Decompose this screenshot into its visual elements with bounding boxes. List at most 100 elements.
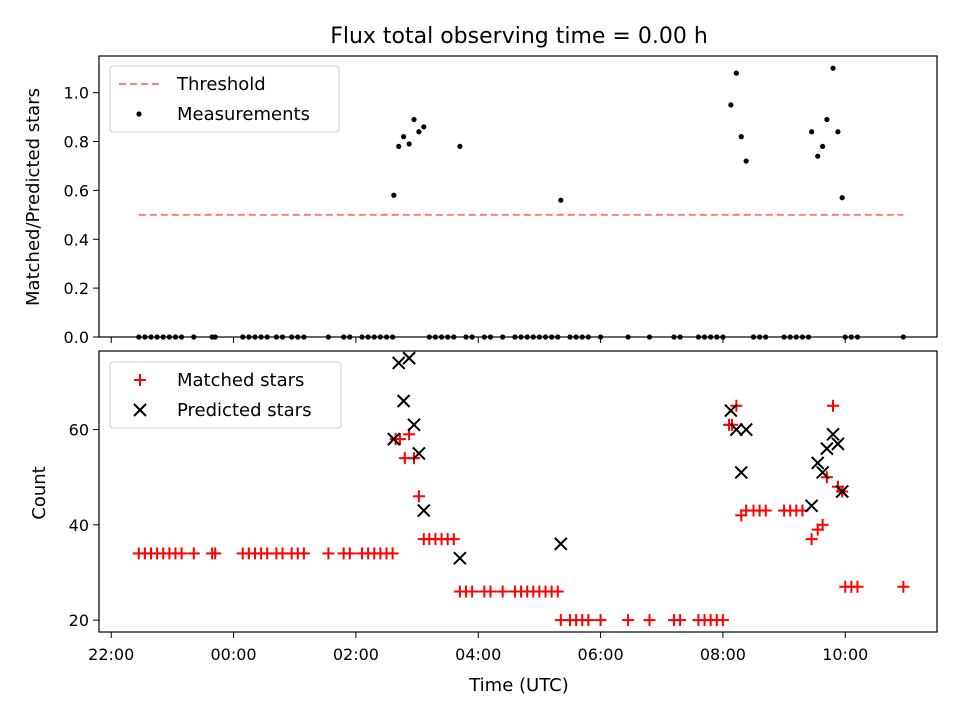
matched-stars-point <box>297 547 310 560</box>
measurement-point <box>411 116 417 123</box>
matched-stars-point <box>759 504 772 517</box>
legend-matched-swatch <box>134 374 146 386</box>
predicted-stars-point <box>820 441 834 456</box>
chart-title: Flux total observing time = 0.00 h <box>330 24 708 49</box>
matched-stars-point <box>897 580 910 593</box>
matched-stars-point <box>816 518 829 531</box>
y-tick-label: 0.4 <box>64 230 89 249</box>
predicted-stars-point <box>453 551 467 565</box>
x-tick-label: 00:00 <box>211 645 257 664</box>
top-legend-box <box>109 65 340 133</box>
matched-stars-point <box>322 547 335 560</box>
predicted-stars-point <box>417 503 431 518</box>
measurement-point <box>820 143 826 150</box>
predicted-stars-point <box>387 432 401 446</box>
predicted-stars-point <box>811 456 825 470</box>
y-tick-label: 0.8 <box>64 133 89 152</box>
measurement-point <box>839 195 845 201</box>
top-axes-frame <box>98 55 938 338</box>
legend-measurements-swatch <box>136 111 142 117</box>
matched-stars-point <box>484 585 497 598</box>
top-legend: Threshold Measurements <box>109 65 340 133</box>
predicted-stars-point <box>402 351 416 365</box>
measurement-point <box>416 129 422 135</box>
bottom-legend-box <box>109 361 342 429</box>
legend-predicted-label: Predicted stars <box>177 400 311 421</box>
bottom-x-axis-label: Time (UTC) <box>468 675 569 696</box>
matched-stars-point <box>851 580 864 593</box>
matched-stars-point <box>805 533 818 546</box>
x-tick-label: 08:00 <box>700 645 746 664</box>
matched-stars-point <box>393 433 406 446</box>
predicted-stars-point <box>396 394 411 408</box>
y-tick-label: 40 <box>69 516 89 535</box>
y-tick-label: 0.0 <box>64 328 89 347</box>
top-y-axis-label: Matched/Predicted stars <box>23 88 44 306</box>
matched-stars-point <box>674 614 687 627</box>
matched-stars-point <box>827 399 840 412</box>
x-tick-label: 02:00 <box>333 645 379 664</box>
predicted-stars-point <box>392 356 406 370</box>
matched-stars-point <box>175 547 188 560</box>
matched-stars-point <box>496 585 509 598</box>
predicted-stars-point <box>831 437 845 451</box>
legend-matched-label: Matched stars <box>177 370 304 391</box>
bottom-x-ticks: 22:00 00:00 02:00 04:00 06:00 08:00 10:00 <box>88 632 868 664</box>
measurement-point <box>824 116 830 123</box>
matched-stars-point <box>643 614 656 627</box>
measurement-point <box>830 65 836 71</box>
matched-stars-point <box>209 547 222 560</box>
x-tick-label: 04:00 <box>455 645 501 664</box>
predicted-stars-point <box>412 446 426 461</box>
y-tick-label: 0.6 <box>64 181 89 200</box>
bottom-y-ticks: 20 40 60 <box>69 421 99 630</box>
predicted-stars-point <box>407 418 421 432</box>
legend-predicted-swatch <box>133 403 147 417</box>
measurement-point <box>738 134 744 140</box>
bottom-panel: 20 40 60 22:00 00:00 02:00 04:00 06:00 08:00 10:… <box>29 350 938 696</box>
y-tick-label: 1.0 <box>64 84 89 103</box>
matched-stars-point <box>187 547 200 560</box>
legend-threshold-label: Threshold <box>176 74 266 95</box>
measurement-point <box>406 141 412 147</box>
x-tick-label: 06:00 <box>578 645 624 664</box>
matched-stars-point <box>622 614 635 627</box>
y-tick-label: 20 <box>69 611 89 630</box>
predicted-stars-point <box>729 422 744 437</box>
measurement-point <box>743 158 749 164</box>
predicted-stars-point <box>826 427 840 442</box>
top-x-ticks <box>110 337 846 343</box>
bottom-plot-area <box>132 351 910 627</box>
bottom-y-axis-label: Count <box>29 466 50 519</box>
bottom-legend: Matched stars Predicted stars <box>109 361 342 429</box>
measurement-point <box>809 129 815 135</box>
measurement-point <box>728 102 734 108</box>
measurement-point <box>733 70 739 76</box>
matched-stars-point <box>594 614 607 627</box>
matched-stars-point <box>386 547 399 560</box>
matched-stars-point <box>412 490 425 503</box>
legend-measurements-label: Measurements <box>177 104 310 125</box>
predicted-stars-point <box>724 403 738 418</box>
measurement-point <box>401 134 407 140</box>
top-panel: 0.0 0.2 0.4 0.6 0.8 1.0 Matched/Predicted sta… <box>23 55 938 347</box>
matched-stars-point <box>582 614 595 627</box>
measurement-point <box>558 197 564 203</box>
measurement-point <box>457 143 463 150</box>
measurement-point <box>391 192 397 198</box>
measurement-point <box>835 129 841 135</box>
predicted-stars-point <box>734 465 748 480</box>
y-tick-label: 0.2 <box>64 279 89 298</box>
x-tick-label: 22:00 <box>88 645 134 664</box>
matched-stars-point <box>551 585 564 598</box>
x-tick-label: 10:00 <box>822 645 868 664</box>
matched-stars-point <box>343 547 356 560</box>
measurement-point <box>421 124 427 130</box>
top-y-ticks: 0.0 0.2 0.4 0.6 0.8 1.0 <box>64 84 99 347</box>
predicted-stars-point <box>815 465 830 480</box>
predicted-stars-point <box>835 484 849 499</box>
measurement-point <box>396 143 402 150</box>
matched-stars-point <box>716 614 729 627</box>
matched-stars-point <box>466 585 479 598</box>
